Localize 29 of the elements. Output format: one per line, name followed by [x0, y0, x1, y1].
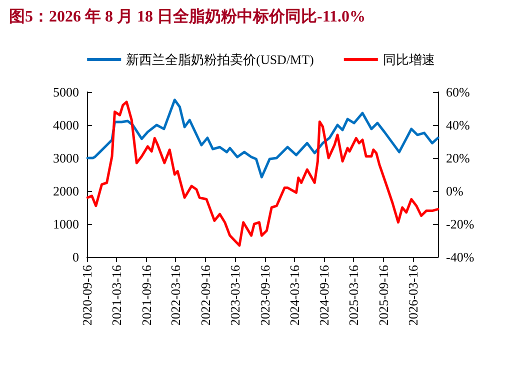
y-tick-label: 3000	[53, 150, 79, 166]
y-tick-label: 1000	[53, 216, 79, 232]
y2-tick-label: 60%	[446, 84, 470, 100]
y2-tick-label: -40%	[446, 250, 474, 264]
y-tick-label: 5000	[53, 84, 79, 100]
x-tick-label: 2023-09-16	[257, 264, 272, 326]
y-tick-label: 4000	[53, 118, 79, 132]
x-tick-label: 2024-03-16	[286, 264, 302, 326]
x-tick-label: 2021-09-16	[138, 264, 154, 326]
y2-tick-label: 40%	[446, 118, 470, 132]
legend-label: 同比增速	[382, 52, 435, 67]
x-tick-label: 2025-09-16	[376, 264, 391, 326]
line-series	[86, 100, 440, 247]
x-tick-label: 2024-09-16	[316, 264, 332, 326]
y2-tick-label: -20%	[446, 216, 474, 232]
y2-tick-label: 20%	[446, 150, 470, 166]
line-series	[86, 98, 440, 178]
y2-tick-label: 0%	[446, 184, 464, 198]
chart-title: 图5：2026 年 8 月 18 日全脂奶粉中标价同比-11.0%	[9, 8, 366, 26]
x-tick-label: 2021-03-16	[108, 264, 124, 326]
y-tick-label: 0	[72, 250, 79, 264]
x-tick-label: 2022-03-16	[168, 264, 184, 326]
y-tick-label: 2000	[53, 184, 79, 198]
x-tick-label: 2022-09-16	[198, 264, 214, 326]
x-tick-label: 2025-03-16	[346, 264, 362, 326]
x-tick-label: 2023-03-16	[227, 264, 242, 326]
legend-label: 新西兰全脂奶粉拍卖价(USD/MT)	[126, 52, 314, 67]
x-tick-label: 2020-09-16	[80, 264, 94, 326]
x-tick-label: 2026-03-16	[405, 264, 420, 326]
